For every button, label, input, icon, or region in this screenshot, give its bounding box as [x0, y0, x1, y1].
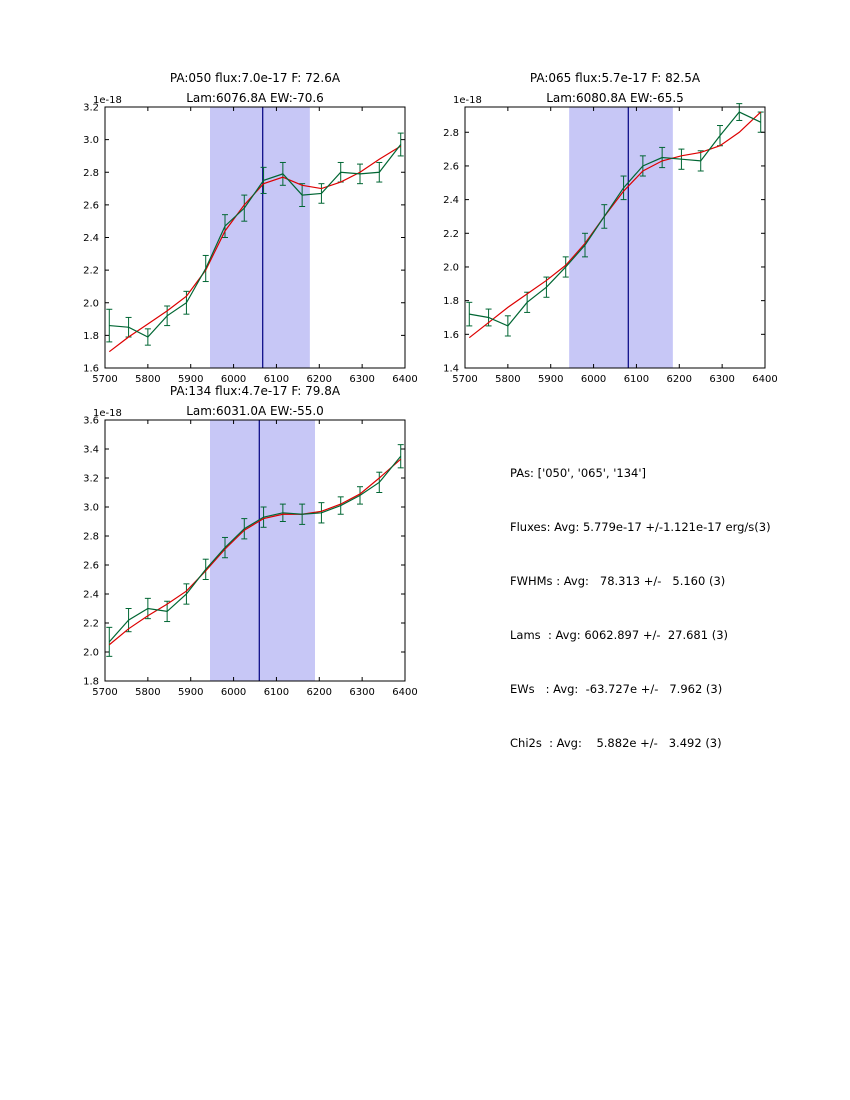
svg-text:6400: 6400 — [392, 687, 417, 698]
svg-text:6400: 6400 — [392, 374, 417, 385]
svg-text:5700: 5700 — [92, 687, 117, 698]
svg-text:5700: 5700 — [92, 374, 117, 385]
axis-ticks — [104, 419, 406, 682]
svg-text:5900: 5900 — [178, 374, 203, 385]
svg-text:5900: 5900 — [178, 687, 203, 698]
axis-ticks — [104, 106, 406, 369]
stats-line-pas: PAs: ['050', '065', '134'] — [510, 466, 647, 480]
svg-text:6300: 6300 — [349, 687, 374, 698]
axis-tick-labels: 5700 5800 5900 6000 6100 6200 6300 6400 1.6 1.8 2.… — [83, 103, 418, 386]
plot-title-line2: Lam:6031.0A EW:-55.0 — [186, 404, 324, 418]
svg-text:6100: 6100 — [264, 374, 289, 385]
svg-text:6100: 6100 — [624, 374, 649, 385]
svg-text:3.0: 3.0 — [83, 503, 99, 514]
svg-text:6300: 6300 — [349, 374, 374, 385]
svg-text:6200: 6200 — [667, 374, 692, 385]
stats-line-ews: EWs : Avg: -63.727e +/- 7.962 (3) — [510, 682, 723, 696]
svg-text:2.2: 2.2 — [83, 619, 99, 630]
plot-title-line1: PA:050 flux:7.0e-17 F: 72.6A — [170, 71, 341, 85]
svg-text:6400: 6400 — [752, 374, 777, 385]
stats-line-lams: Lams : Avg: 6062.897 +/- 27.681 (3) — [510, 628, 729, 642]
svg-text:2.6: 2.6 — [443, 161, 459, 172]
svg-text:2.4: 2.4 — [443, 195, 459, 206]
svg-text:1.6: 1.6 — [443, 330, 459, 341]
stats-line-chi2s: Chi2s : Avg: 5.882e +/- 3.492 (3) — [510, 736, 722, 750]
svg-text:2.8: 2.8 — [83, 168, 99, 179]
stats-panel: PAs: ['050', '065', '134'] Fluxes: Avg: … — [510, 432, 771, 784]
measurement-band — [210, 420, 315, 681]
svg-text:1.4: 1.4 — [443, 364, 459, 375]
spectrum-plot-pa050: 5700 5800 5900 6000 6100 6200 6300 6400 1.6 1.8 2.… — [83, 71, 418, 386]
svg-text:5700: 5700 — [452, 374, 477, 385]
stats-line-fluxes: Fluxes: Avg: 5.779e-17 +/-1.121e-17 erg/… — [510, 520, 771, 534]
svg-text:6100: 6100 — [264, 687, 289, 698]
plot-title-line2: Lam:6080.8A EW:-65.5 — [546, 91, 684, 105]
svg-text:2.0: 2.0 — [443, 262, 459, 273]
svg-text:3.4: 3.4 — [83, 445, 99, 456]
svg-text:6000: 6000 — [221, 687, 246, 698]
svg-text:2.4: 2.4 — [83, 590, 99, 601]
svg-text:6300: 6300 — [709, 374, 734, 385]
svg-text:3.0: 3.0 — [83, 135, 99, 146]
y-axis-offset-label: 1e-18 — [93, 95, 122, 106]
svg-text:2.2: 2.2 — [443, 229, 459, 240]
y-axis-offset-label: 1e-18 — [93, 408, 122, 419]
plot-title-line1: PA:134 flux:4.7e-17 F: 79.8A — [170, 384, 341, 398]
data-line — [108, 455, 402, 643]
plot-title-line2: Lam:6076.8A EW:-70.6 — [186, 91, 324, 105]
svg-text:2.8: 2.8 — [83, 532, 99, 543]
svg-text:6200: 6200 — [307, 374, 332, 385]
plot-title-line1: PA:065 flux:5.7e-17 F: 82.5A — [530, 71, 701, 85]
svg-text:5800: 5800 — [135, 687, 160, 698]
svg-text:1.8: 1.8 — [443, 296, 459, 307]
svg-text:1.6: 1.6 — [83, 364, 99, 375]
svg-text:2.0: 2.0 — [83, 298, 99, 309]
spectrum-plot-pa065: 5700 5800 5900 6000 6100 6200 6300 6400 1.4 1.6 1.… — [443, 71, 778, 385]
measurement-band — [569, 107, 673, 368]
svg-text:5800: 5800 — [135, 374, 160, 385]
svg-text:2.0: 2.0 — [83, 648, 99, 659]
stats-line-fwhms: FWHMs : Avg: 78.313 +/- 5.160 (3) — [510, 574, 726, 588]
axis-tick-labels: 5700 5800 5900 6000 6100 6200 6300 6400 1.8 2.0 2.… — [83, 416, 418, 699]
svg-text:5800: 5800 — [495, 374, 520, 385]
data-line — [469, 111, 761, 327]
axis-tick-labels: 5700 5800 5900 6000 6100 6200 6300 6400 1.4 1.6 1.… — [443, 128, 778, 385]
svg-text:6000: 6000 — [221, 374, 246, 385]
y-axis-offset-label: 1e-18 — [453, 95, 482, 106]
svg-text:2.8: 2.8 — [443, 128, 459, 139]
axis-ticks — [464, 107, 766, 369]
svg-text:2.4: 2.4 — [83, 233, 99, 244]
axes-frame — [104, 419, 406, 682]
axes-frame — [464, 106, 766, 369]
svg-text:6000: 6000 — [581, 374, 606, 385]
svg-text:2.6: 2.6 — [83, 561, 99, 572]
spectrum-plot-pa134: 5700 5800 5900 6000 6100 6200 6300 6400 1.8 2.0 2.… — [83, 384, 418, 699]
svg-text:3.2: 3.2 — [83, 474, 99, 485]
svg-text:6200: 6200 — [307, 687, 332, 698]
data-line — [109, 144, 402, 338]
svg-text:2.6: 2.6 — [83, 200, 99, 211]
svg-text:5900: 5900 — [538, 374, 563, 385]
svg-text:1.8: 1.8 — [83, 331, 99, 342]
svg-text:1.8: 1.8 — [83, 677, 99, 688]
svg-text:2.2: 2.2 — [83, 266, 99, 277]
svg-text:3.6: 3.6 — [83, 416, 99, 427]
svg-text:3.2: 3.2 — [83, 103, 99, 114]
